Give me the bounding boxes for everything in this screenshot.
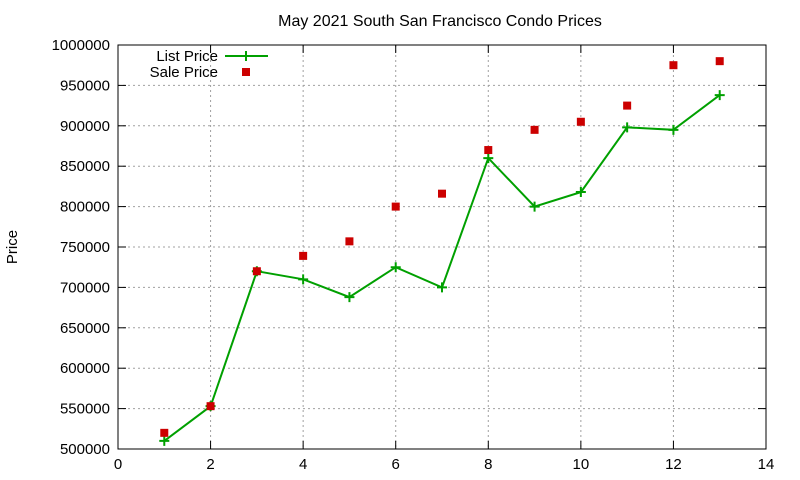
y-axis-label: Price bbox=[4, 230, 21, 264]
y-tick-label: 800000 bbox=[60, 199, 110, 216]
sale-price-point bbox=[484, 146, 493, 155]
sale-price-point bbox=[160, 428, 169, 437]
y-tick-label: 700000 bbox=[60, 279, 110, 296]
list-price-point bbox=[483, 153, 494, 164]
sale-price-point bbox=[530, 125, 539, 134]
x-tick-label: 2 bbox=[206, 456, 214, 473]
sale-price-point bbox=[252, 267, 261, 276]
x-tick-label: 0 bbox=[114, 456, 122, 473]
sale-price-point bbox=[438, 189, 446, 198]
x-tick-label: 8 bbox=[484, 456, 492, 473]
list-price-point bbox=[529, 201, 540, 212]
list-price-point bbox=[622, 122, 633, 133]
y-tick-label: 600000 bbox=[60, 360, 110, 377]
y-tick-label: 550000 bbox=[60, 401, 110, 418]
legend-square-marker bbox=[242, 68, 250, 76]
list-price-point bbox=[714, 90, 725, 101]
y-tick-label: 650000 bbox=[60, 320, 110, 337]
x-tick-label: 4 bbox=[299, 456, 307, 473]
list-price-point bbox=[668, 124, 679, 135]
list-price-point bbox=[298, 274, 309, 285]
sale-price-point bbox=[669, 61, 678, 70]
list-price-point bbox=[437, 282, 447, 293]
sale-price-point bbox=[391, 202, 400, 211]
sale-price-point bbox=[345, 237, 354, 246]
sale-price-point bbox=[623, 101, 632, 110]
sale-price-point bbox=[576, 117, 585, 126]
data-series bbox=[159, 57, 725, 446]
y-tick-label: 1000000 bbox=[52, 37, 110, 54]
sale-price-point bbox=[715, 57, 724, 66]
chart-title: May 2021 South San Francisco Condo Price… bbox=[278, 13, 602, 30]
y-tick-label: 950000 bbox=[60, 77, 110, 94]
list-price-point bbox=[390, 262, 401, 273]
sale-price-point bbox=[299, 251, 308, 260]
list-price-point bbox=[344, 292, 355, 303]
y-tick-label: 500000 bbox=[60, 441, 110, 458]
list-price-point bbox=[575, 187, 586, 198]
x-tick-label: 12 bbox=[665, 456, 682, 473]
list-price-point bbox=[159, 435, 170, 446]
x-tick-label: 10 bbox=[573, 456, 590, 473]
sale-price-point bbox=[206, 402, 215, 411]
x-tick-label: 14 bbox=[758, 456, 775, 473]
plot-frame bbox=[117, 44, 767, 450]
y-tick-label: 750000 bbox=[60, 239, 110, 256]
legend-label: Sale Price bbox=[150, 64, 218, 81]
x-tick-label: 6 bbox=[392, 456, 400, 473]
legend-plus-marker bbox=[241, 51, 251, 61]
y-tick-label: 900000 bbox=[60, 118, 110, 135]
axis-ticks: 500000 550000 600000 650000 700000 750000 8000… bbox=[52, 37, 775, 473]
y-tick-label: 850000 bbox=[60, 158, 110, 175]
legend-label: List Price bbox=[156, 48, 218, 65]
grid-lines bbox=[118, 45, 766, 449]
list-price-line bbox=[163, 94, 721, 442]
